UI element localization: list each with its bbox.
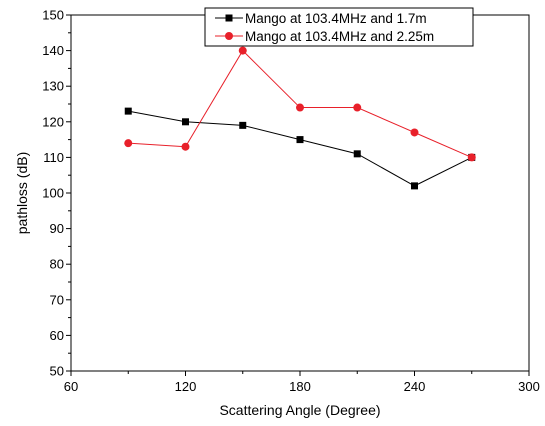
series-0 (124, 107, 476, 190)
legend-entry: Mango at 103.4MHz and 1.7m (215, 11, 427, 26)
x-axis-title: Scattering Angle (Degree) (219, 402, 380, 418)
series-line (128, 110, 472, 187)
data-point (467, 153, 476, 162)
data-point (124, 107, 132, 115)
data-point (296, 103, 304, 112)
series-1 (124, 46, 476, 162)
x-tick-label: 180 (289, 379, 311, 394)
legend: Mango at 103.4MHz and 1.7m Mango at 103.… (204, 7, 474, 47)
y-tick-label: 80 (50, 257, 64, 272)
x-tick-label: 60 (64, 379, 78, 394)
x-tick-label: 300 (518, 379, 540, 394)
y-axis-title: pathloss (dB) (14, 152, 30, 234)
data-point (182, 118, 189, 126)
data-point (411, 182, 418, 190)
legend-entry: Mango at 103.4MHz and 2.25m (215, 29, 434, 44)
data-point (124, 139, 133, 148)
data-point (353, 150, 361, 158)
data-point (353, 103, 362, 112)
y-tick-label: 150 (42, 8, 64, 23)
y-tick-label: 60 (50, 328, 64, 343)
axes-frame (70, 14, 530, 372)
y-tick-label: 130 (42, 79, 64, 94)
data-point (238, 46, 247, 55)
y-tick-label: 90 (50, 221, 64, 236)
x-tick-label: 240 (404, 379, 426, 394)
axis-ticks: 60 120 180 240 30050607080901001101201301401… (42, 8, 540, 395)
y-tick-label: 50 (50, 364, 64, 379)
legend-marker (225, 14, 233, 22)
data-point (181, 142, 190, 151)
data-point (296, 136, 304, 144)
legend-box (204, 7, 474, 47)
legend-marker (225, 32, 233, 40)
legend-label: Mango at 103.4MHz and 1.7m (245, 11, 427, 26)
y-tick-label: 120 (42, 114, 64, 129)
legend-label: Mango at 103.4MHz and 2.25m (245, 29, 434, 44)
plot-area (124, 46, 476, 190)
y-tick-label: 100 (42, 186, 64, 201)
y-tick-label: 70 (50, 292, 64, 307)
y-tick-label: 110 (43, 150, 64, 165)
y-tick-label: 140 (42, 43, 64, 58)
x-tick-label: 120 (175, 379, 197, 394)
data-point (239, 121, 247, 129)
data-point (410, 128, 419, 137)
